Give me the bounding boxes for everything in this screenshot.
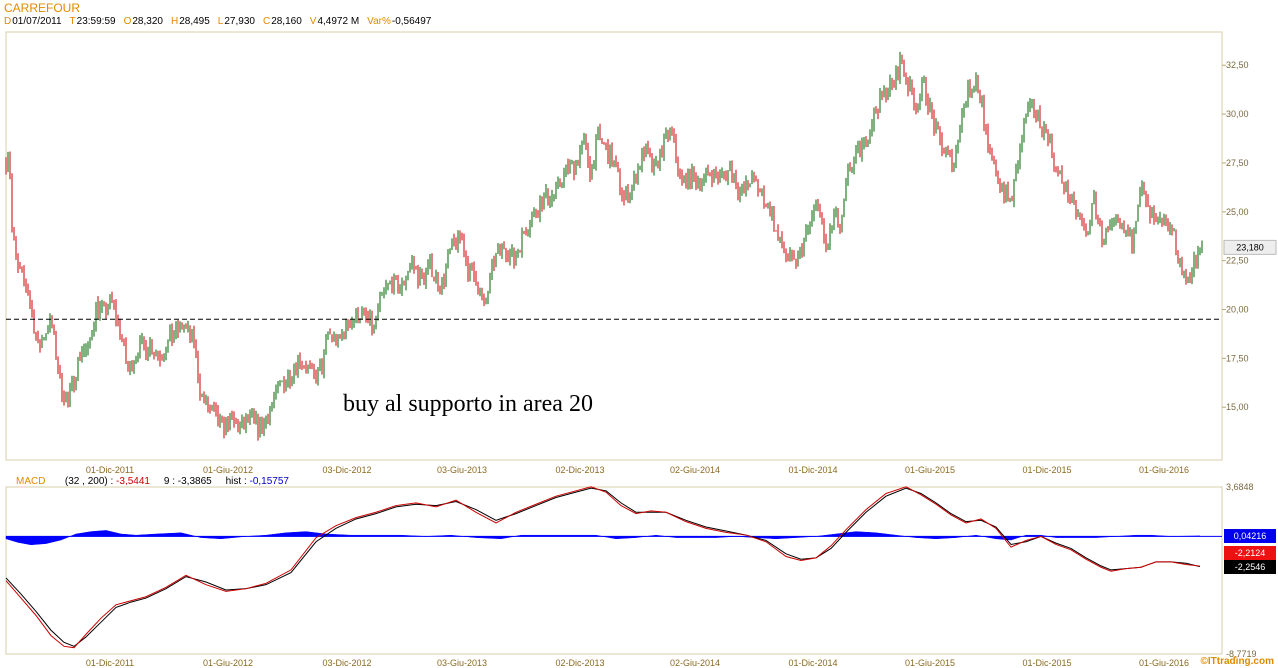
y-tick-label: 22,50 [1226,256,1249,266]
last-price-box [1223,239,1277,255]
ohlc-value: 28,495 [179,16,210,27]
x-tick-label-macd: 01-Dic-2014 [788,658,837,668]
ohlc-key: Var% [367,16,391,27]
x-tick-label-macd: 01-Dic-2011 [86,658,134,668]
macd-header: MACD (32 , 200) : -3,5441 9 : -3,3865 hi… [16,476,289,487]
main-panel-frame [5,31,1223,461]
hist-label: hist : [225,476,247,487]
ohlc-readout: D01/07/2011 T23:59:59 O28,320 H28,495 L27,93… [4,16,439,27]
y-tick-label: 15,00 [1226,402,1249,412]
x-tick-label: 01-Dic-2014 [788,465,837,475]
y-tick-label: 32,50 [1226,60,1249,70]
signal-value-box-label: -2,2546 [1235,562,1266,572]
x-tick-label: 03-Dic-2012 [322,465,371,475]
macd-value-box [1224,546,1276,560]
signal-value: -3,3865 [177,476,212,487]
macd-line [5,486,1201,649]
x-tick-label: 01-Giu-2016 [1139,465,1189,475]
ohlc-key: V [309,16,317,27]
x-tick-label: 01-Giu-2012 [203,465,253,475]
macd-y-min-label: -8,7719 [1226,649,1257,659]
x-tick-label-macd: 02-Dic-2013 [555,658,604,668]
ohlc-value: 23:59:59 [76,16,116,27]
annotation-text: buy al supporto in area 20 [343,391,593,417]
x-tick-label: 01-Dic-2011 [86,465,134,475]
ohlc-value: -0,56497 [391,16,432,27]
signal-value-box [1224,560,1276,574]
ohlc-value: 28,160 [271,16,302,27]
ohlc-value: 28,320 [132,16,163,27]
macd-panel-frame [5,486,1223,655]
x-tick-label-macd: 01-Giu-2015 [905,658,955,668]
x-tick-label-macd: 02-Giu-2014 [670,658,720,668]
macd-value: -3,5441 [116,476,150,487]
y-tick-label: 17,50 [1226,353,1249,363]
ohlc-value: 4,4972 M [317,16,360,27]
macd-params: (32 , 200) : [64,476,114,487]
macd-label: MACD [16,476,46,487]
ohlc-value: 01/07/2011 [12,16,62,27]
ohlc-key: L [217,16,224,27]
y-tick-label: 20,00 [1226,305,1249,315]
ohlc-key: T [69,16,76,27]
x-tick-label-macd: 03-Dic-2012 [322,658,371,668]
macd-histogram [5,530,1201,546]
ohlc-key: D [4,16,12,27]
hist-value: -0,15757 [249,476,289,487]
footer-brand: ©ITtrading.com [1200,656,1274,667]
x-tick-label: 01-Giu-2015 [905,465,955,475]
macd-y-max-label: 3,6848 [1226,482,1254,492]
ohlc-key: H [170,16,179,27]
signal-label: 9 : [163,476,175,487]
signal-line [5,487,1201,647]
x-tick-label: 02-Giu-2014 [670,465,720,475]
macd-value-box-label: -2,2124 [1235,548,1266,558]
x-tick-label: 02-Dic-2013 [555,465,604,475]
ohlc-key: O [123,16,132,27]
y-tick-label: 27,50 [1226,158,1249,168]
y-tick-label: 25,00 [1226,207,1249,217]
ohlc-value: 27,930 [224,16,255,27]
chart-title: CARREFOUR [4,1,81,15]
ohlc-key: C [262,16,271,27]
candles-group [5,51,1203,441]
x-tick-label: 01-Dic-2015 [1022,465,1071,475]
x-tick-label-macd: 01-Dic-2015 [1022,658,1071,668]
last-price-label: 23,180 [1236,242,1264,252]
hist-value-box [1224,529,1276,543]
hist-value-box-label: 0,04216 [1234,531,1267,541]
y-tick-label: 30,00 [1226,109,1249,119]
x-tick-label-macd: 01-Giu-2016 [1139,658,1189,668]
x-tick-label-macd: 03-Giu-2013 [437,658,487,668]
x-tick-label: 03-Giu-2013 [437,465,487,475]
x-tick-label-macd: 01-Giu-2012 [203,658,253,668]
